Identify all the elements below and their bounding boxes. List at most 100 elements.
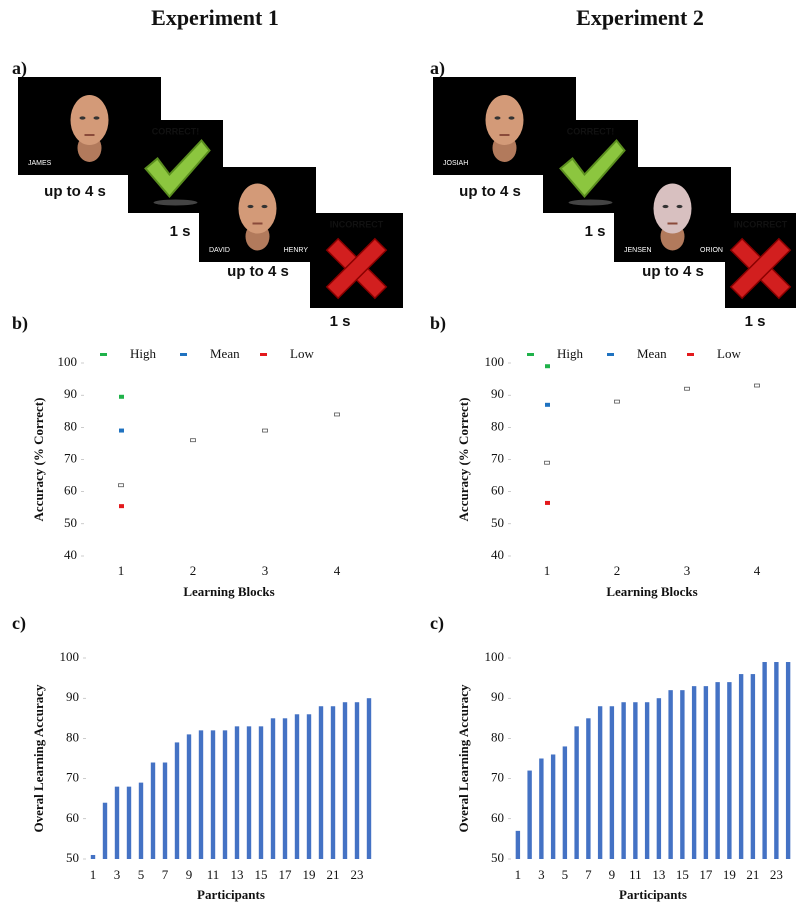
duration-label: up to 4 s xyxy=(642,263,704,280)
eye xyxy=(663,205,669,208)
bar xyxy=(680,690,684,859)
bar xyxy=(715,682,719,859)
bar xyxy=(199,730,203,859)
data-point xyxy=(263,429,268,432)
eye xyxy=(262,205,268,208)
eye xyxy=(509,116,515,119)
y-tick-label: 60 xyxy=(66,810,79,825)
panel-label: a) xyxy=(430,58,445,79)
experiment-title: Experiment 2 xyxy=(576,5,704,30)
x-axis-title: Learning Blocks xyxy=(606,584,697,599)
legend-swatch xyxy=(527,353,534,356)
x-tick-label: 3 xyxy=(262,563,269,578)
bar xyxy=(574,726,578,859)
eye xyxy=(248,205,254,208)
face xyxy=(486,95,524,145)
y-tick-label: 90 xyxy=(491,689,504,704)
bar xyxy=(319,706,323,859)
bar xyxy=(151,763,155,859)
bar xyxy=(115,787,119,859)
y-axis-title: Accuracy (% Correct) xyxy=(456,398,471,522)
mouth xyxy=(668,223,678,225)
feedback-text: CORRECT! xyxy=(152,126,200,136)
mouth xyxy=(253,223,263,225)
bar xyxy=(539,759,543,860)
face xyxy=(71,95,109,145)
bar xyxy=(307,714,311,859)
y-tick-label: 100 xyxy=(58,354,78,369)
feedback-text: INCORRECT xyxy=(734,219,788,229)
check-shadow xyxy=(154,200,198,206)
x-tick-label: 4 xyxy=(754,563,761,578)
y-tick-label: 70 xyxy=(491,770,504,785)
x-tick-label: 21 xyxy=(746,867,759,882)
x-tick-label: 19 xyxy=(303,867,316,882)
x-tick-label: 5 xyxy=(138,867,145,882)
eye xyxy=(677,205,683,208)
x-tick-label: 11 xyxy=(629,867,642,882)
name-option: JOSIAH xyxy=(443,160,468,167)
data-point xyxy=(545,501,550,505)
y-axis-title: Accuracy (% Correct) xyxy=(31,398,46,522)
x-tick-label: 15 xyxy=(676,867,689,882)
bar xyxy=(751,674,755,859)
x-tick-label: 11 xyxy=(207,867,220,882)
x-tick-label: 7 xyxy=(162,867,169,882)
x-tick-label: 9 xyxy=(186,867,193,882)
x-axis-title: Learning Blocks xyxy=(183,584,274,599)
bar xyxy=(586,718,590,859)
x-tick-label: 19 xyxy=(723,867,736,882)
x-tick-label: 4 xyxy=(334,563,341,578)
figure: Experiment 1a)b)c)JAMESCLARKup to 4 sCOR… xyxy=(0,0,796,908)
y-tick-label: 70 xyxy=(491,450,504,465)
x-tick-label: 1 xyxy=(544,563,551,578)
x-tick-label: 13 xyxy=(231,867,244,882)
duration-label: 1 s xyxy=(170,223,191,240)
bar xyxy=(516,831,520,859)
y-tick-label: 90 xyxy=(66,689,79,704)
legend-swatch xyxy=(687,353,694,356)
bar xyxy=(762,662,766,859)
bar xyxy=(295,714,299,859)
panel-label: a) xyxy=(12,58,27,79)
y-tick-label: 50 xyxy=(491,850,504,865)
x-tick-label: 1 xyxy=(515,867,522,882)
bar xyxy=(187,734,191,859)
y-tick-label: 40 xyxy=(64,547,77,562)
duration-label: up to 4 s xyxy=(227,263,289,280)
x-tick-label: 3 xyxy=(684,563,691,578)
bar xyxy=(610,706,614,859)
x-tick-label: 23 xyxy=(770,867,783,882)
name-option: ORION xyxy=(700,247,723,254)
bar xyxy=(739,674,743,859)
data-point xyxy=(119,395,124,399)
bar xyxy=(621,702,625,859)
bar xyxy=(127,787,131,859)
bar xyxy=(551,754,555,859)
legend-swatch xyxy=(260,353,267,356)
bar xyxy=(283,718,287,859)
x-axis-title: Participants xyxy=(619,887,687,902)
duration-label: 1 s xyxy=(585,223,606,240)
bar xyxy=(103,803,107,859)
bar xyxy=(355,702,359,859)
y-tick-label: 50 xyxy=(64,515,77,530)
bar xyxy=(367,698,371,859)
check-shadow xyxy=(569,200,613,206)
feedback-text: INCORRECT xyxy=(330,219,384,229)
bar xyxy=(563,746,567,859)
bar xyxy=(692,686,696,859)
duration-label: up to 4 s xyxy=(459,183,521,200)
y-tick-label: 60 xyxy=(64,483,77,498)
x-tick-label: 1 xyxy=(90,867,97,882)
bar xyxy=(774,662,778,859)
eye xyxy=(495,116,501,119)
bar xyxy=(259,726,263,859)
x-tick-label: 21 xyxy=(327,867,340,882)
duration-label: up to 4 s xyxy=(44,183,106,200)
experiment-title: Experiment 1 xyxy=(151,5,279,30)
data-point xyxy=(615,400,620,403)
bar xyxy=(645,702,649,859)
y-tick-label: 70 xyxy=(66,770,79,785)
y-tick-label: 100 xyxy=(485,354,505,369)
